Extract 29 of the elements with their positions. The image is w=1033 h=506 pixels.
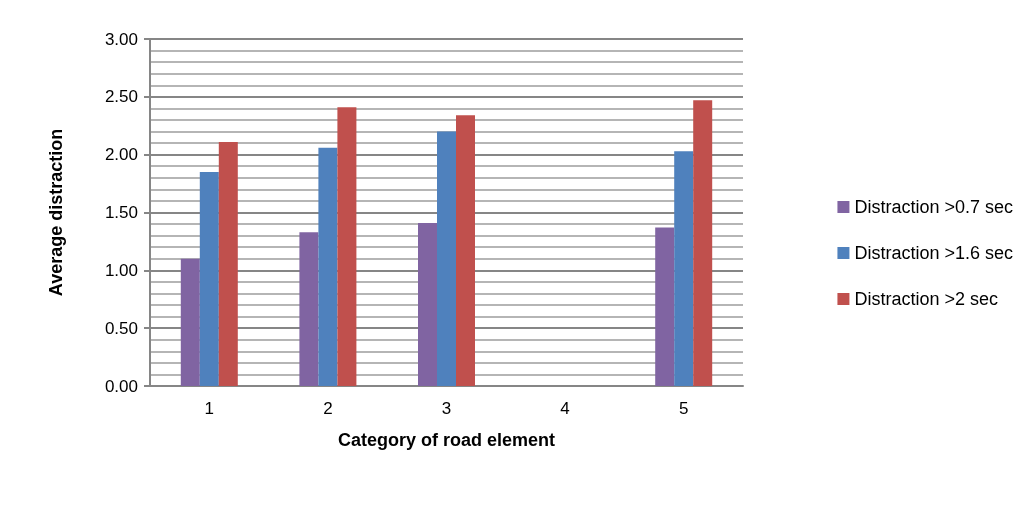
- legend-label: Distraction >0.7 sec: [854, 197, 1014, 217]
- y-axis-title: Average distraction: [46, 128, 66, 297]
- bar: [218, 141, 238, 386]
- legend-label: Distraction >2 sec: [854, 289, 998, 309]
- y-tick-label: 2.00: [104, 145, 138, 165]
- x-axis-title: Category of road element: [337, 430, 556, 450]
- x-tick-label: 1: [204, 399, 215, 418]
- bar: [337, 107, 357, 386]
- y-tick-label: 0.50: [104, 318, 138, 338]
- x-tick-label: 3: [441, 399, 452, 418]
- x-tick-label: 2: [323, 399, 333, 418]
- bar: [674, 151, 694, 386]
- y-tick-label: 1.50: [104, 203, 138, 222]
- legend-label: Distraction >1.6 sec: [854, 243, 1014, 263]
- x-tick-label: 4: [560, 399, 570, 418]
- bar: [437, 131, 456, 386]
- bar: [318, 147, 338, 386]
- bar: [655, 227, 675, 386]
- y-tick-label: 1.00: [104, 260, 138, 280]
- y-tick-label: 0.00: [104, 376, 138, 396]
- bar: [418, 222, 437, 386]
- bar: [199, 172, 219, 386]
- bar: [456, 115, 475, 386]
- y-tick-label: 3.00: [104, 29, 138, 49]
- y-tick-label: 2.50: [104, 87, 138, 107]
- x-tick-label: 5: [678, 399, 689, 418]
- bar: [180, 258, 200, 386]
- bar: [299, 232, 319, 386]
- bar: [693, 100, 713, 386]
